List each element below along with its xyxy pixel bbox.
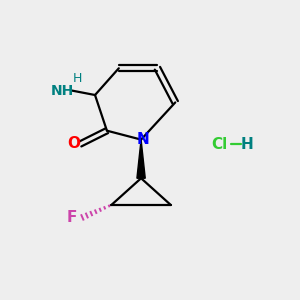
Text: Cl: Cl <box>212 136 228 152</box>
Text: F: F <box>67 210 77 225</box>
Text: O: O <box>67 136 80 151</box>
Polygon shape <box>137 140 145 178</box>
Text: NH: NH <box>51 84 74 98</box>
Text: N: N <box>136 131 149 146</box>
Text: H: H <box>240 136 253 152</box>
Text: H: H <box>73 72 82 85</box>
